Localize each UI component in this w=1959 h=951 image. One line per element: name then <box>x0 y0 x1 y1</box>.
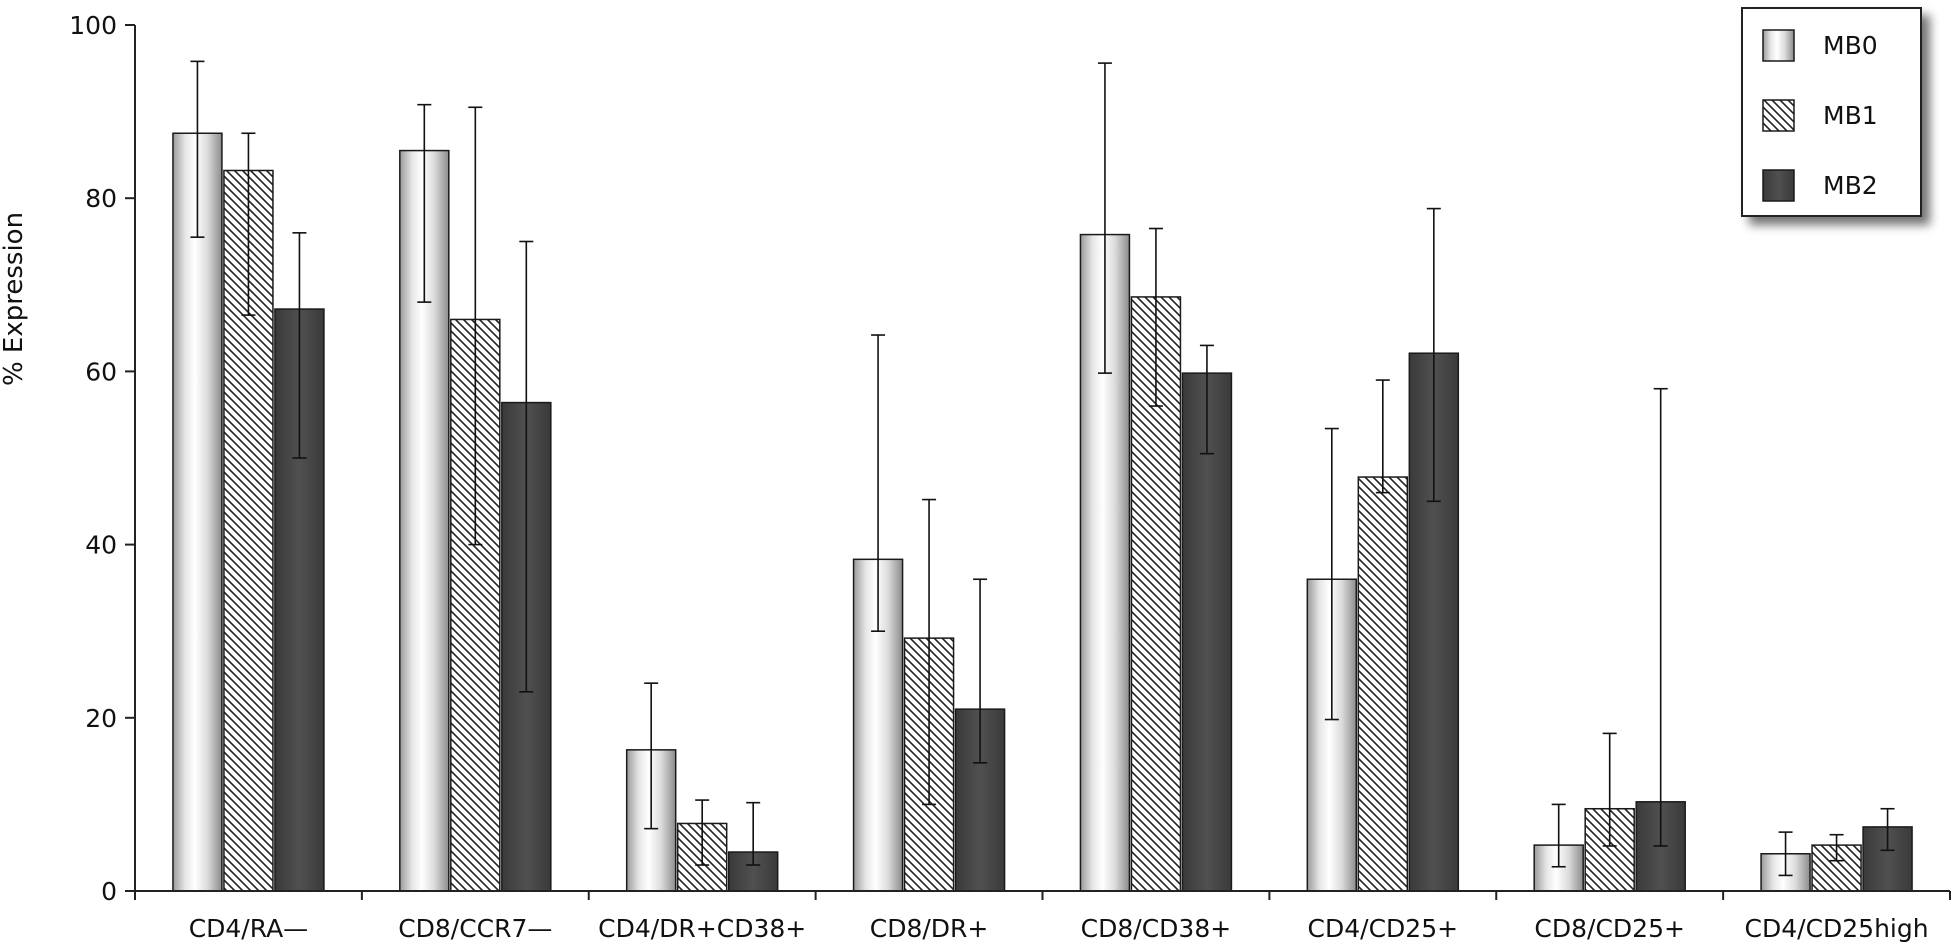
bar-mb0 <box>1533 844 1584 892</box>
y-tick-label: 100 <box>69 11 117 40</box>
x-category-label: CD8/CD25+ <box>1534 914 1685 943</box>
y-tick-label: 60 <box>85 357 117 386</box>
legend-label-mb2: MB2 <box>1823 171 1878 200</box>
y-tick-label: 20 <box>85 704 117 733</box>
legend-label-mb0: MB0 <box>1823 31 1878 60</box>
y-axis-title: % Expression <box>0 212 29 386</box>
legend-item-mb1: MB1 <box>1762 99 1878 132</box>
legend: MB0 MB1 MB2 <box>1741 7 1922 217</box>
x-category-label: CD8/CD38+ <box>1081 914 1232 943</box>
bar-mb1 <box>450 318 501 892</box>
error-bars-layer <box>190 60 1895 877</box>
y-tick-label: 40 <box>85 531 117 560</box>
y-tick-label: 80 <box>85 184 117 213</box>
legend-item-mb0: MB0 <box>1762 29 1878 62</box>
legend-label-mb1: MB1 <box>1823 101 1878 130</box>
bars-layer <box>172 132 1913 892</box>
legend-swatch-mb2 <box>1762 169 1795 202</box>
x-category-label: CD4/CD25high <box>1745 914 1929 943</box>
legend-swatch-mb0 <box>1762 29 1795 62</box>
ticks: 0 20 40 60 80 100 CD4/RA— CD8/CCR7— CD4/DR+CD38+… <box>69 11 1951 943</box>
x-category-label: CD4/CD25+ <box>1308 914 1459 943</box>
x-category-label: CD8/DR+ <box>870 914 989 943</box>
x-category-label: CD4/DR+CD38+ <box>598 914 806 943</box>
x-category-label: CD8/CCR7— <box>398 914 552 943</box>
x-category-label: CD4/RA— <box>189 914 309 943</box>
legend-swatch-mb1 <box>1762 99 1795 132</box>
bar-mb0 <box>172 132 223 892</box>
legend-item-mb2: MB2 <box>1762 169 1878 202</box>
y-tick-label: 0 <box>101 877 117 906</box>
bar-mb1 <box>1357 476 1409 892</box>
